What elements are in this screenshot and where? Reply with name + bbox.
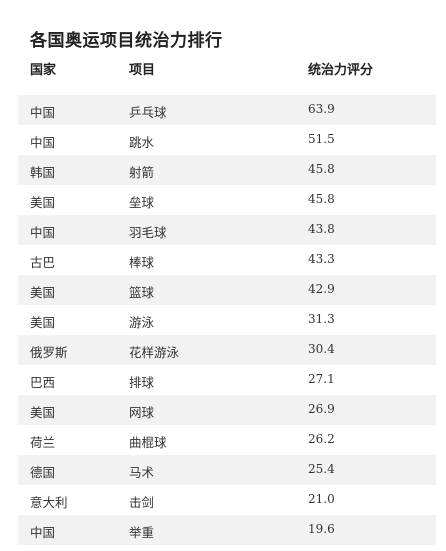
table-row: 中国 举重 19.6 bbox=[18, 515, 436, 545]
cell-sport: 举重 bbox=[129, 525, 155, 540]
cell-score: 51.5 bbox=[308, 132, 335, 146]
cell-country: 美国 bbox=[30, 315, 56, 330]
cell-sport: 花样游泳 bbox=[129, 345, 180, 360]
cell-score: 43.3 bbox=[308, 252, 335, 266]
ranking-table-card: 各国奥运项目统治力排行 国家 项目 统治力评分 中国 乒乓球 63.9 中国 跳水 51.… bbox=[18, 14, 436, 546]
cell-score: 31.3 bbox=[308, 312, 335, 326]
table-row: 古巴 棒球 43.3 bbox=[18, 245, 436, 275]
cell-sport: 篮球 bbox=[129, 285, 155, 300]
cell-score: 43.8 bbox=[308, 222, 335, 236]
cell-sport: 排球 bbox=[129, 375, 155, 390]
table-row: 荷兰 曲棍球 26.2 bbox=[18, 425, 436, 455]
cell-sport: 曲棍球 bbox=[129, 435, 167, 450]
cell-sport: 跳水 bbox=[129, 135, 155, 150]
cell-country: 中国 bbox=[30, 105, 56, 120]
table-row: 美国 游泳 31.3 bbox=[18, 305, 436, 335]
cell-score: 26.2 bbox=[308, 432, 335, 446]
table-body: 中国 乒乓球 63.9 中国 跳水 51.5 韩国 射箭 45.8 美国 垒球 45.8 中国 羽毛球 43… bbox=[18, 95, 436, 545]
cell-score: 19.6 bbox=[308, 522, 335, 536]
table-title: 各国奥运项目统治力排行 bbox=[30, 31, 223, 51]
cell-country: 中国 bbox=[30, 525, 56, 540]
cell-sport: 垒球 bbox=[129, 195, 155, 210]
cell-country: 美国 bbox=[30, 195, 56, 210]
cell-country: 俄罗斯 bbox=[30, 345, 68, 360]
cell-sport: 棒球 bbox=[129, 255, 155, 270]
cell-score: 42.9 bbox=[308, 282, 335, 296]
table-row: 中国 跳水 51.5 bbox=[18, 125, 436, 155]
cell-score: 21.0 bbox=[308, 492, 335, 506]
table-row: 中国 乒乓球 63.9 bbox=[18, 95, 436, 125]
table-row: 美国 网球 26.9 bbox=[18, 395, 436, 425]
header-score: 统治力评分 bbox=[308, 63, 374, 78]
cell-score: 27.1 bbox=[308, 372, 335, 386]
table-row: 美国 篮球 42.9 bbox=[18, 275, 436, 305]
table-header: 国家 项目 统治力评分 bbox=[18, 54, 436, 82]
cell-sport: 网球 bbox=[129, 405, 155, 420]
cell-country: 中国 bbox=[30, 225, 56, 240]
cell-country: 中国 bbox=[30, 135, 56, 150]
table-row: 中国 羽毛球 43.8 bbox=[18, 215, 436, 245]
cell-country: 韩国 bbox=[30, 165, 56, 180]
cell-country: 美国 bbox=[30, 285, 56, 300]
cell-score: 30.4 bbox=[308, 342, 335, 356]
cell-score: 26.9 bbox=[308, 402, 335, 416]
header-country: 国家 bbox=[30, 63, 57, 78]
header-sport: 项目 bbox=[129, 63, 156, 78]
cell-score: 45.8 bbox=[308, 162, 335, 176]
cell-country: 德国 bbox=[30, 465, 56, 480]
cell-score: 63.9 bbox=[308, 102, 335, 116]
cell-sport: 游泳 bbox=[129, 315, 155, 330]
cell-country: 巴西 bbox=[30, 375, 56, 390]
cell-score: 25.4 bbox=[308, 462, 335, 476]
table-row: 巴西 排球 27.1 bbox=[18, 365, 436, 395]
table-row: 俄罗斯 花样游泳 30.4 bbox=[18, 335, 436, 365]
cell-score: 45.8 bbox=[308, 192, 335, 206]
cell-sport: 击剑 bbox=[129, 495, 155, 510]
cell-country: 荷兰 bbox=[30, 435, 56, 450]
table-row: 美国 垒球 45.8 bbox=[18, 185, 436, 215]
table-row: 韩国 射箭 45.8 bbox=[18, 155, 436, 185]
cell-country: 古巴 bbox=[30, 255, 56, 270]
cell-country: 美国 bbox=[30, 405, 56, 420]
cell-sport: 羽毛球 bbox=[129, 225, 167, 240]
table-row: 意大利 击剑 21.0 bbox=[18, 485, 436, 515]
cell-sport: 乒乓球 bbox=[129, 105, 167, 120]
cell-sport: 马术 bbox=[129, 465, 155, 480]
cell-sport: 射箭 bbox=[129, 165, 155, 180]
cell-country: 意大利 bbox=[30, 495, 68, 510]
table-row: 德国 马术 25.4 bbox=[18, 455, 436, 485]
